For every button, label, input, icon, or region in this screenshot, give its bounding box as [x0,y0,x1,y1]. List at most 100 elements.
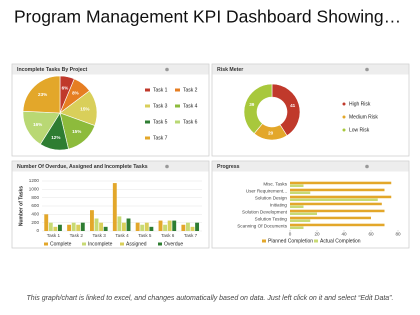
bar [290,188,385,192]
bar [144,222,149,231]
header-dot [365,164,369,169]
bar [90,210,94,231]
x-tick-label: Task 1 [47,233,61,238]
slice-label: 39 [249,102,255,107]
y-tick-label: Solution Design [255,196,288,201]
slice-label: 23% [38,92,47,97]
bar [290,219,311,223]
slice-label: 20 [268,131,274,136]
panel-title: Progress [217,164,240,170]
x-tick-label: 0 [289,232,292,237]
slice-label: 41 [290,103,296,108]
bar [190,226,195,231]
y-tick-label: 1000 [29,187,40,192]
x-tick-label: Task 6 [161,233,175,238]
x-tick-label: Task 3 [93,233,107,238]
bar [112,183,117,231]
bar [290,205,304,209]
slice-label: 12% [51,135,60,140]
bar [195,222,200,231]
slice-label: 15% [80,106,89,111]
legend-label: Task 5 [153,119,168,125]
panel-header [12,64,209,75]
y-axis-label: Number of Tasks [18,186,24,226]
legend-swatch [175,88,180,92]
bar [290,216,371,220]
legend-swatch [342,128,346,132]
legend-swatch [145,88,150,92]
x-tick-label: Task 5 [138,233,152,238]
x-tick-label: 20 [314,232,320,237]
bar [67,224,72,231]
legend-swatch [342,102,346,106]
legend-label: Task 6 [183,119,198,125]
panel-header [212,161,409,172]
x-tick-label: Task 7 [184,233,198,238]
slice-label: 16% [33,122,42,127]
legend-swatch [145,104,150,108]
legend-swatch [145,120,150,124]
slice [22,75,61,114]
slice [271,83,301,137]
bar [290,184,304,188]
bar [94,218,99,231]
bar [290,226,304,230]
legend-label: Task 7 [153,135,168,141]
slice-label: 8% [72,90,79,95]
bar [158,220,163,231]
bar [140,224,145,231]
legend-swatch [145,136,150,140]
panel-title: Number Of Overdue, Assigned and Incomple… [17,164,148,170]
y-tick-label: Solution Development [242,210,288,215]
y-tick-label: User Requirement... [246,189,287,194]
legend-label: Task 3 [153,103,168,109]
x-tick-label: 60 [368,232,374,237]
y-tick-label: 200 [31,220,39,225]
bar [99,222,104,231]
x-tick-label: Task 2 [70,233,84,238]
page-title: Program Management KPI Dashboard Showing… [14,7,401,27]
bar [48,222,53,231]
y-tick-label: 1200 [29,178,40,183]
legend-swatch [158,242,162,246]
legend-swatch [314,239,318,243]
bar [135,222,140,231]
panel-header [212,64,409,75]
y-tick-label: 600 [31,203,39,208]
bar [122,222,126,231]
bar [290,209,385,213]
bar [76,224,81,231]
slice [243,83,273,134]
legend-label: Task 2 [183,87,198,93]
bar [126,218,131,231]
bar [181,224,186,231]
bar [117,216,122,231]
y-tick-label: Scanning Of Documents [237,224,287,229]
legend-swatch [120,242,124,246]
header-dot [165,67,169,72]
header-dot [365,67,369,72]
y-tick-label: 400 [31,212,39,217]
legend-label: Complete [50,241,72,247]
y-tick-label: 0 [36,228,39,233]
legend-label: Assigned [126,241,147,247]
bar [290,198,378,202]
y-tick-label: Misc. Tasks [263,182,287,187]
x-tick-label: Task 4 [115,233,129,238]
bar [290,191,311,195]
bar [290,195,392,199]
legend-label: Planned Completion [268,238,313,244]
bar [290,223,385,227]
bar [290,212,317,216]
legend-swatch [44,242,48,246]
bar [290,181,392,185]
panel [211,63,410,157]
panel [11,160,210,249]
bar [103,226,108,231]
legend-label: Low Risk [349,127,370,133]
legend-swatch [175,104,180,108]
footer-note: This graph/chart is linked to excel, and… [27,295,394,302]
legend-label: Overdue [164,241,183,247]
legend-label: Task 4 [183,103,198,109]
bar [172,220,177,231]
